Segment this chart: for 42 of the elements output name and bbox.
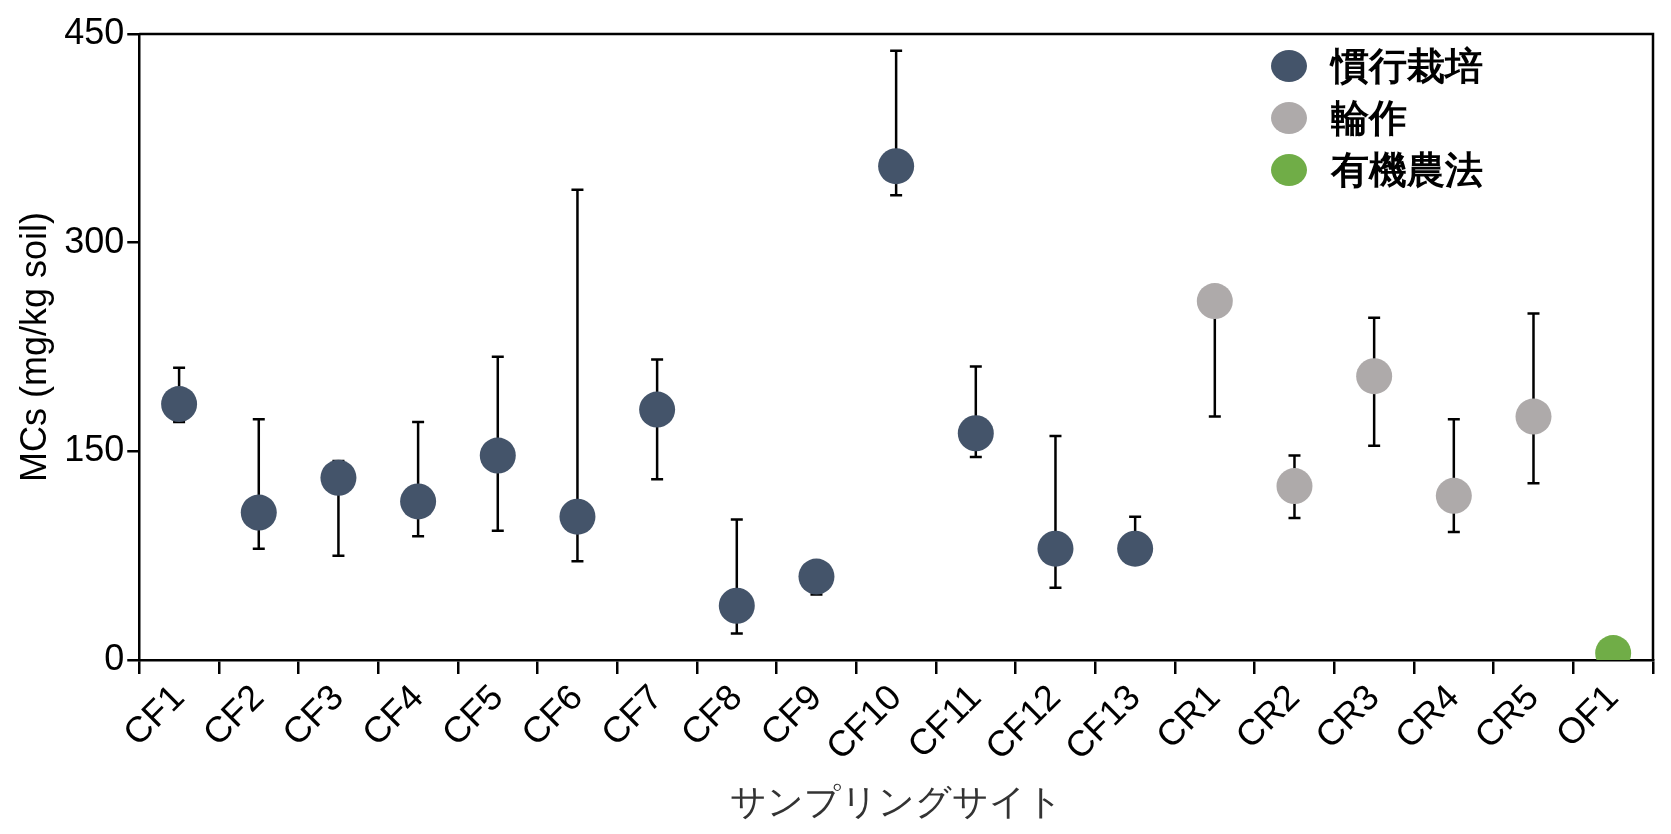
point — [718, 587, 755, 624]
x-axis-title: サンプリングサイト — [729, 780, 1063, 822]
y-tick-label: 300 — [64, 219, 125, 261]
legend-label: 慣行栽培 — [1331, 43, 1483, 90]
point — [639, 391, 676, 428]
x-tick-label: CF3 — [274, 675, 352, 754]
point — [1037, 530, 1074, 567]
x-tick-label: CF1 — [114, 675, 192, 754]
point — [161, 386, 198, 423]
point — [957, 415, 994, 452]
x-tick-label: CF8 — [672, 675, 750, 754]
point — [1435, 477, 1472, 514]
y-tick-label: 0 — [104, 636, 125, 678]
point — [320, 459, 357, 496]
point — [559, 498, 596, 535]
x-tick-label: OF1 — [1547, 675, 1626, 755]
x-tick-label: CR3 — [1306, 675, 1387, 756]
point — [798, 558, 835, 595]
point — [1356, 358, 1393, 395]
y-tick-label: 450 — [64, 10, 125, 52]
point — [1117, 530, 1154, 567]
point — [878, 148, 915, 185]
x-tick-label: CR1 — [1147, 675, 1228, 756]
y-tick-label: 150 — [64, 428, 125, 470]
x-tick-label: CF6 — [513, 675, 591, 754]
point — [1515, 398, 1552, 435]
x-tick-label: CR4 — [1386, 675, 1467, 756]
x-tick-label: CF5 — [433, 675, 511, 754]
point — [479, 437, 516, 474]
x-tick-label: CR5 — [1466, 675, 1547, 756]
point — [400, 483, 437, 520]
x-tick-label: CR2 — [1227, 675, 1308, 756]
legend-label: 有機農法 — [1331, 147, 1483, 194]
point — [240, 494, 277, 531]
point — [1276, 468, 1313, 505]
legend-label: 輪作 — [1331, 95, 1407, 142]
point — [1196, 283, 1233, 320]
x-tick-label: CF4 — [353, 675, 431, 754]
y-axis-title: MCs (mg/kg soil) — [12, 211, 54, 483]
x-tick-label: CF7 — [592, 675, 670, 754]
x-tick-label: CF2 — [194, 675, 272, 754]
x-tick-label: CF9 — [752, 675, 830, 754]
